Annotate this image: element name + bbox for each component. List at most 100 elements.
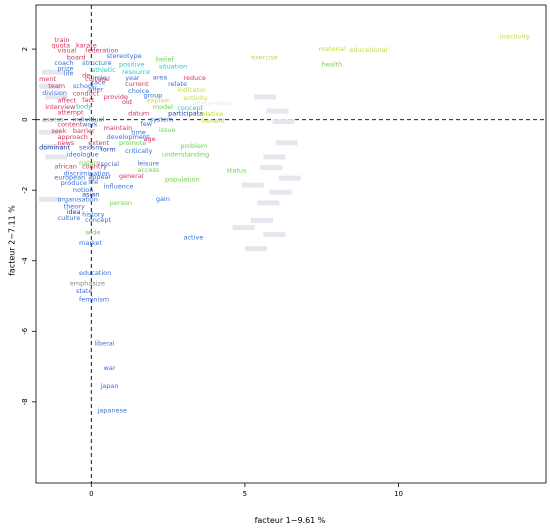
y-tick-label: 2 (21, 47, 29, 51)
faint-term-mark (266, 108, 289, 114)
point-label: emphasize (70, 279, 105, 287)
point-label: feminism (79, 295, 109, 303)
point-label: federation (85, 47, 119, 55)
point-label: model (153, 103, 173, 111)
point-label: cultural (85, 75, 110, 83)
point-label: critically (125, 147, 153, 155)
point-label: body (76, 102, 92, 110)
x-tick-label: 10 (394, 490, 403, 498)
point-label: idea (67, 208, 81, 216)
point-label: liberal (94, 339, 114, 347)
point-label: system (150, 115, 174, 123)
point-label: maintain (104, 124, 133, 132)
point-label: state (76, 287, 92, 295)
point-label: relate (168, 80, 187, 88)
point-label: team (48, 82, 65, 90)
point-label: board (67, 54, 86, 62)
point-label: seek (51, 127, 66, 135)
faint-term-mark (260, 165, 283, 171)
point-label: train (54, 36, 69, 44)
point-label: race (91, 78, 105, 86)
faint-term-mark (263, 232, 286, 238)
point-label: interview (45, 103, 76, 111)
faint-term-mark (272, 119, 295, 125)
point-label: african (54, 162, 76, 170)
point-label: school (73, 82, 94, 90)
point-label: form (101, 145, 116, 153)
point-label: notion (73, 186, 94, 194)
point-label: inactivity (500, 33, 530, 41)
plot-frame (35, 4, 547, 484)
point-label: social (101, 160, 120, 168)
point-label: appear (88, 173, 111, 181)
point-label: activity (183, 94, 207, 102)
point-label: conduct (73, 90, 99, 98)
point-label: japan (100, 382, 119, 390)
faint-term-mark (241, 182, 264, 188)
point-label: affect (58, 97, 77, 105)
faint-term-mark (39, 129, 62, 135)
point-label: intervention (193, 100, 233, 108)
point-label: development (107, 133, 150, 141)
point-label: culture (58, 214, 81, 222)
point-label: population (165, 175, 200, 183)
faint-term-mark (39, 83, 62, 89)
point-label: active (183, 234, 203, 242)
point-label: life (88, 178, 98, 186)
point-label: age (144, 135, 156, 143)
point-label: theory (64, 203, 85, 211)
point-label: news (58, 139, 75, 147)
point-label: old (122, 98, 132, 106)
point-label: wide (85, 228, 100, 236)
point-label: material (319, 45, 346, 53)
point-label: relative (199, 110, 224, 118)
point-label: stereotype (107, 52, 142, 60)
point-label: resource (122, 68, 150, 76)
faint-term-mark (275, 140, 298, 146)
point-label: explain (147, 97, 171, 105)
y-axis-label: facteur 2−7.11 % (7, 205, 17, 276)
faint-term-mark (39, 196, 62, 202)
axis-ticks: 0 5 10 2 0 -2 -4 -6 -8 (21, 47, 403, 498)
point-label: participate (168, 109, 203, 117)
point-label: approach (58, 133, 88, 141)
point-label: history (82, 211, 105, 219)
point-label: sexism (79, 144, 102, 152)
point-label: issue (159, 126, 176, 134)
point-label: organisation (58, 195, 98, 203)
point-label: benefit (202, 117, 225, 125)
point-label: dominant (39, 144, 70, 152)
point-label: concept (177, 104, 203, 112)
faint-term-mark (269, 189, 292, 195)
point-label: offer (88, 85, 103, 93)
point-label: positive (119, 61, 145, 69)
faint-term-mark (232, 225, 255, 231)
point-label: concept (85, 216, 111, 224)
point-label: european (54, 174, 85, 182)
point-label: de (82, 71, 90, 79)
point-label: coach (54, 59, 73, 67)
point-label: access (137, 166, 160, 174)
point-label: content (58, 121, 83, 129)
point-label: datum (128, 109, 149, 117)
point-label: current (125, 80, 149, 88)
point-label: role (94, 74, 106, 82)
point-label: produce (61, 179, 87, 187)
point-label: person (110, 199, 132, 207)
point-label: reduce (183, 74, 205, 82)
point-label: karate (76, 41, 97, 49)
x-tick-label: 5 (243, 490, 247, 498)
point-label: assess (42, 115, 64, 123)
faint-term-mark (278, 175, 301, 181)
point-label: leisure (137, 160, 159, 168)
y-tick-label: 0 (21, 117, 29, 121)
faint-term-mark (254, 94, 277, 100)
point-label: gain (156, 195, 170, 203)
y-tick-label: -4 (21, 257, 29, 265)
faint-term-mark (257, 200, 280, 206)
point-label: situation (159, 62, 187, 70)
y-tick-label: -6 (21, 327, 29, 335)
point-label: prize (58, 64, 74, 72)
point-label: ideologue (67, 151, 99, 159)
